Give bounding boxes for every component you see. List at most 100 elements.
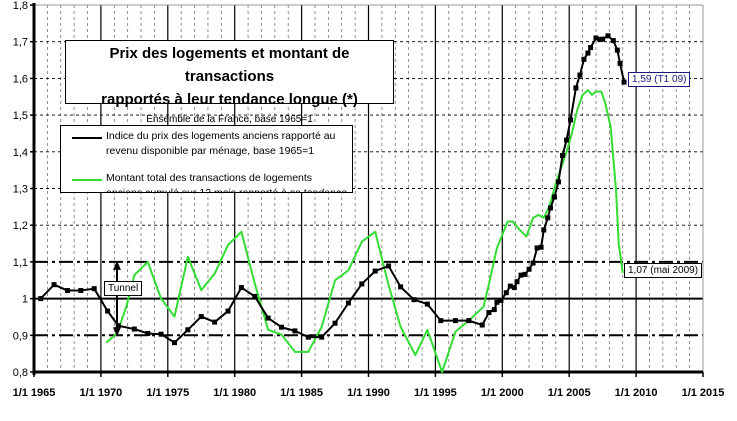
price-series-point bbox=[593, 35, 599, 41]
y-tick-label: 1,1 bbox=[13, 257, 28, 269]
price-series-point bbox=[585, 50, 591, 56]
price-series-point bbox=[511, 285, 517, 291]
price-series-point bbox=[507, 283, 513, 289]
legend-swatch-transactions bbox=[72, 179, 102, 181]
y-tick-label: 0,9 bbox=[13, 330, 28, 342]
price-series-point bbox=[551, 194, 557, 200]
y-tick-label: 1,5 bbox=[13, 110, 28, 122]
price-series-point bbox=[541, 227, 547, 233]
price-series-point bbox=[305, 334, 311, 340]
price-series-point bbox=[319, 334, 325, 340]
price-series-point bbox=[564, 137, 570, 143]
price-series-point bbox=[252, 293, 258, 299]
price-series-point bbox=[51, 282, 57, 288]
price-series-point bbox=[526, 266, 532, 272]
annotation-price-last: 1,59 (T1 09) bbox=[628, 72, 691, 87]
price-series-point bbox=[581, 56, 587, 62]
price-series-point bbox=[225, 308, 231, 314]
price-series-point bbox=[105, 308, 111, 314]
transactions-series-line bbox=[105, 89, 624, 373]
price-series-point bbox=[577, 72, 583, 78]
price-series-point bbox=[486, 310, 492, 316]
annotation-tunnel: Tunnel bbox=[104, 281, 143, 296]
price-series-point bbox=[372, 268, 378, 274]
y-tick-label: 1,2 bbox=[13, 220, 28, 232]
tunnel-arrow-icon bbox=[113, 260, 121, 337]
price-series-point bbox=[198, 314, 204, 320]
price-series-point bbox=[345, 300, 351, 306]
price-series-point bbox=[279, 324, 285, 330]
price-series-point bbox=[605, 33, 611, 39]
price-series-point bbox=[617, 60, 623, 66]
price-series-point bbox=[398, 284, 404, 290]
y-tick-label: 0,8 bbox=[13, 367, 28, 379]
price-series-point bbox=[621, 79, 627, 85]
price-series-point bbox=[530, 260, 536, 266]
price-series-point bbox=[386, 263, 392, 269]
price-series-point bbox=[332, 320, 338, 326]
price-series-point bbox=[131, 326, 137, 332]
price-series-point bbox=[238, 285, 244, 291]
price-series-point bbox=[438, 318, 444, 324]
price-series-point bbox=[503, 290, 509, 296]
price-series-point bbox=[38, 296, 44, 302]
x-tick-label: 1/1 2010 bbox=[615, 387, 658, 399]
y-tick-label: 1,4 bbox=[13, 147, 28, 159]
price-series-point bbox=[560, 152, 566, 158]
price-series-point bbox=[518, 272, 524, 278]
price-series-point bbox=[614, 47, 620, 53]
legend-swatch-price bbox=[72, 137, 102, 139]
tunnel-arrow-up-head bbox=[113, 260, 121, 270]
x-tick-label: 1/1 1990 bbox=[347, 387, 390, 399]
annotation-transactions-last: 1,07 (mai 2009) bbox=[624, 263, 703, 278]
price-series-point bbox=[522, 271, 528, 277]
chart-title-line2: rapportés à leur tendance longue (*) bbox=[101, 91, 358, 108]
price-series-point bbox=[424, 301, 430, 307]
price-series-point bbox=[411, 297, 417, 303]
y-tick-label: 1,3 bbox=[13, 184, 28, 196]
tunnel-arrow-down-head bbox=[113, 327, 121, 337]
price-series-point bbox=[494, 299, 500, 305]
price-series-point bbox=[588, 45, 594, 51]
price-series-point bbox=[115, 323, 121, 329]
price-series-point bbox=[452, 318, 458, 324]
x-tick-label: 1/1 1965 bbox=[13, 387, 56, 399]
x-tick-label: 1/1 2005 bbox=[548, 387, 591, 399]
price-series-point bbox=[185, 327, 191, 333]
price-series-point bbox=[359, 281, 365, 287]
price-series-point bbox=[466, 318, 472, 324]
price-series-point bbox=[91, 286, 97, 292]
price-series-point bbox=[78, 288, 84, 294]
price-series-point bbox=[171, 340, 177, 346]
price-series-point bbox=[534, 245, 540, 251]
price-series-point bbox=[479, 322, 485, 328]
chart-title-line1: Prix des logements et montant de transac… bbox=[109, 45, 350, 85]
price-series-point bbox=[610, 38, 616, 44]
price-series-point bbox=[573, 85, 579, 91]
price-series-point bbox=[158, 331, 164, 337]
x-tick-label: 1/1 2000 bbox=[481, 387, 524, 399]
price-series-point bbox=[145, 330, 151, 336]
price-series-point bbox=[545, 215, 551, 221]
x-tick-label: 1/1 1980 bbox=[213, 387, 256, 399]
price-series-point bbox=[265, 315, 271, 321]
legend-label-transactions: Montant total des transactions de logeme… bbox=[106, 172, 348, 193]
price-series-point bbox=[568, 117, 574, 123]
price-series-point bbox=[64, 288, 70, 294]
price-series-point bbox=[498, 297, 504, 303]
chart-subtitle: Ensemble de la France, base 1965=1 bbox=[146, 114, 313, 125]
x-tick-label: 1/1 1985 bbox=[280, 387, 323, 399]
y-tick-label: 1,7 bbox=[13, 37, 28, 49]
price-series-point bbox=[292, 328, 298, 334]
price-series-point bbox=[538, 244, 544, 250]
x-tick-label: 1/1 1975 bbox=[146, 387, 189, 399]
series bbox=[38, 33, 627, 373]
x-tick-label: 1/1 1995 bbox=[414, 387, 457, 399]
y-tick-label: 1 bbox=[22, 294, 28, 306]
y-tick-label: 1,6 bbox=[13, 73, 28, 85]
price-series-point bbox=[212, 319, 218, 325]
price-series-point bbox=[597, 36, 603, 42]
price-series-point bbox=[491, 307, 497, 313]
price-series-point bbox=[600, 36, 606, 42]
tick-labels: 0,8 0,9 1 1,1 1,2 1,3 1,4 1,5 1,6 1,7 1,8 1/1 1965 1… bbox=[13, 0, 725, 399]
